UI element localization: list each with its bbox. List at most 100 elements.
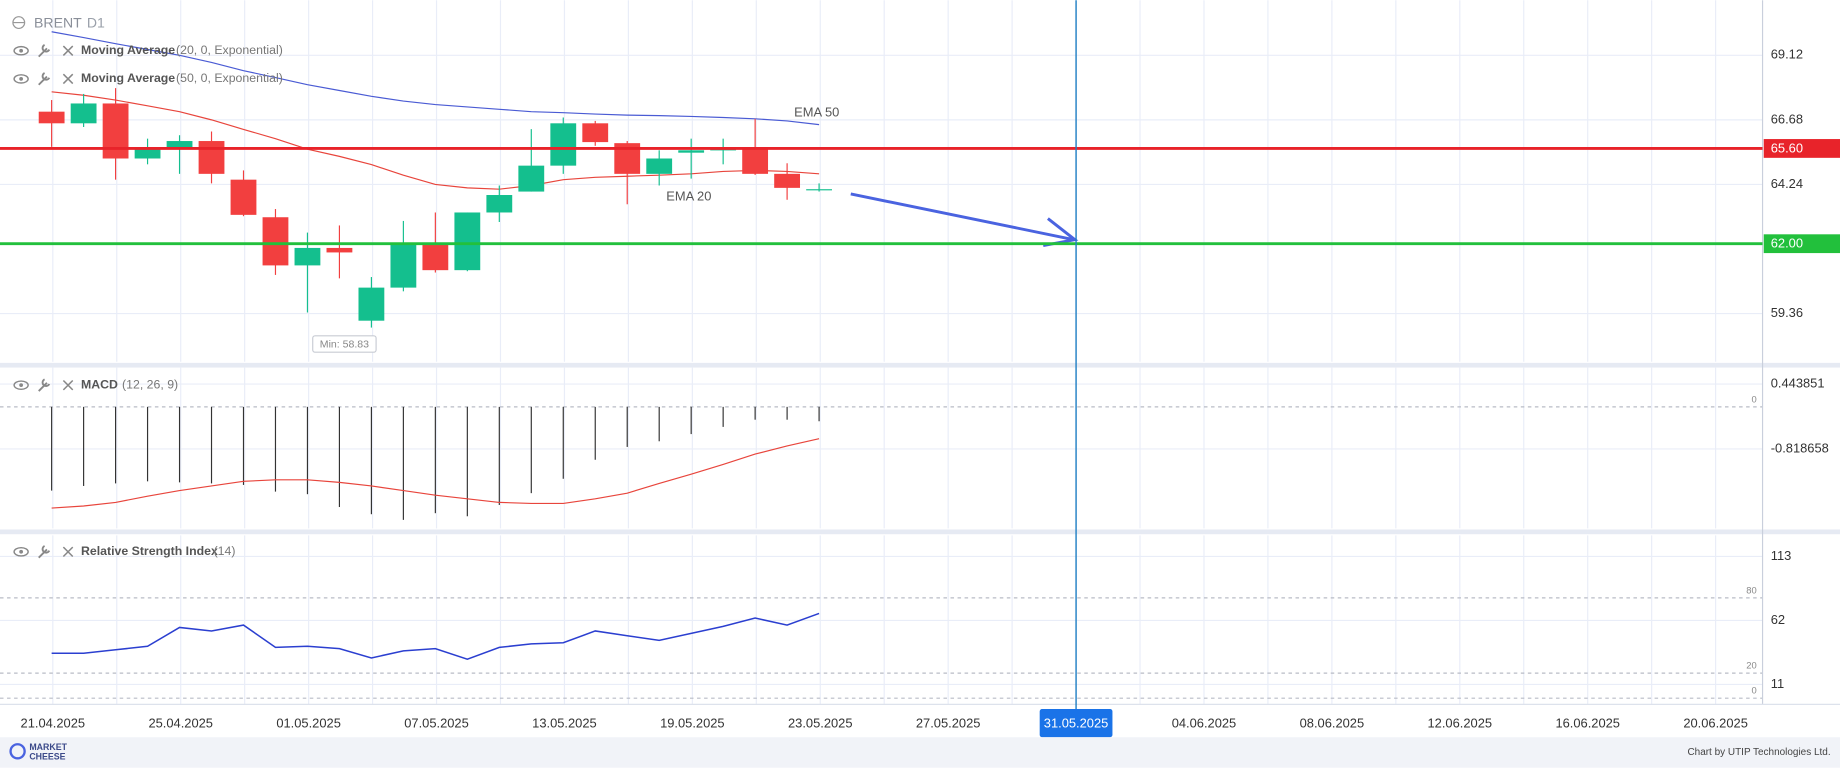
candle-body [742, 147, 769, 174]
indicator-controls [13, 44, 74, 559]
cursor-date-label: 31.05.2025 [1044, 716, 1109, 731]
y-tick-label: 113 [1771, 548, 1792, 563]
candle-body [198, 141, 225, 174]
wrench-icon [38, 378, 51, 392]
candle-body [806, 189, 832, 191]
candle-body [294, 247, 321, 266]
level-price-box [1763, 139, 1840, 158]
x-tick-label: 04.06.2025 [1172, 716, 1237, 731]
candle-body [582, 123, 609, 143]
cursor-date-box [1039, 709, 1113, 738]
indicator-line [51, 612, 820, 661]
y-tick-label: 59.36 [1771, 305, 1803, 320]
eye-icon [19, 383, 23, 388]
candle-body [262, 217, 289, 266]
candle-body [38, 111, 65, 124]
eye-icon [19, 549, 23, 554]
candle-body [486, 195, 513, 213]
level-price-label: 62.00 [1771, 236, 1803, 251]
level-label: 80 [1746, 585, 1756, 595]
logo-text: MARKET [29, 742, 67, 752]
indicator-params: (50, 0, Exponential) [176, 71, 283, 85]
footer [0, 737, 1840, 768]
close-icon [62, 379, 74, 391]
eye-icon [13, 45, 29, 56]
candle-body [134, 149, 161, 159]
min-annotation: Min: 58.83 [320, 338, 369, 350]
candle-body [774, 173, 801, 188]
overlay: 65.60 62.00 Min: 58.83 31.05.2025 [0, 0, 1840, 738]
candle-body [358, 287, 385, 321]
symbol: BRENT [34, 14, 82, 30]
eye-icon [13, 380, 29, 390]
candle-body [454, 212, 481, 271]
eye-icon [19, 77, 23, 81]
marks: 69.12 66.68 64.24 59.36 EMA 20 EMA 50 0.443851… [21, 31, 1829, 731]
candle-body [390, 243, 417, 288]
y-tick-label: 62 [1771, 612, 1785, 627]
x-tick-label: 16.06.2025 [1555, 716, 1620, 731]
panel-separator [0, 362, 1840, 368]
candle-body [70, 103, 97, 124]
level-label: 0 [1751, 394, 1756, 404]
indicator-line [51, 438, 820, 509]
candle-body [550, 123, 577, 166]
series-label: EMA 20 [666, 189, 711, 204]
logo-text: CHEESE [29, 751, 65, 761]
candle-body [678, 150, 705, 153]
price-header: BRENT D1 [12, 14, 105, 30]
eye-icon [13, 546, 29, 557]
x-tick-label: 25.04.2025 [148, 716, 213, 731]
series-label: EMA 50 [794, 104, 839, 119]
y-tick-label: 11 [1771, 676, 1784, 691]
candle-body [166, 141, 193, 150]
eye-icon [19, 48, 23, 53]
x-tick-label: 12.06.2025 [1428, 716, 1493, 731]
close-icon [62, 546, 74, 558]
wrench-icon [38, 545, 51, 559]
y-tick-label: 64.24 [1771, 176, 1803, 191]
y-tick-label: 0.443851 [1771, 375, 1825, 390]
x-tick-label: 21.04.2025 [21, 716, 86, 731]
indicator-params: (12, 26, 9) [122, 377, 178, 391]
indicator-params: (20, 0, Exponential) [176, 43, 283, 57]
x-tick-label: 13.05.2025 [532, 716, 597, 731]
wrench-icon [38, 72, 51, 86]
candle-body [230, 179, 257, 215]
logo-icon [9, 743, 26, 760]
eye-icon [13, 74, 29, 84]
x-tick-label: 08.06.2025 [1300, 716, 1365, 731]
x-tick-label: 19.05.2025 [660, 716, 725, 731]
candle-body [518, 165, 545, 192]
wrench-icon [38, 44, 51, 58]
candle-body [646, 158, 673, 174]
min-annotation-box [312, 335, 377, 353]
candle-body [326, 247, 353, 253]
indicator-name: Moving Average [81, 43, 175, 57]
x-tick-label: 27.05.2025 [916, 716, 981, 731]
level-label: 0 [1751, 686, 1756, 696]
x-tick-label: 20.06.2025 [1683, 716, 1748, 731]
x-tick-label: 23.05.2025 [788, 716, 853, 731]
y-tick-label: -0.818658 [1771, 440, 1829, 455]
level-price-label: 65.60 [1771, 140, 1803, 155]
x-tick-label: 07.05.2025 [404, 716, 469, 731]
arrow-shaft [850, 192, 1075, 242]
close-icon [62, 45, 74, 56]
panel-separator [0, 529, 1840, 535]
y-tick-label: 69.12 [1771, 47, 1803, 62]
level-price-box [1763, 234, 1840, 254]
indicator-name: Relative Strength Index [81, 544, 218, 558]
candle-body [422, 243, 449, 271]
level-label: 20 [1746, 661, 1756, 671]
indicator-params: (14) [214, 544, 236, 558]
close-icon [62, 73, 74, 85]
x-tick-label: 01.05.2025 [276, 716, 341, 731]
y-tick-label: 66.68 [1771, 111, 1803, 126]
indicator-line [51, 31, 820, 126]
indicator-name: MACD [81, 377, 118, 391]
timeframe: D1 [87, 14, 105, 30]
candle-body [102, 103, 129, 159]
